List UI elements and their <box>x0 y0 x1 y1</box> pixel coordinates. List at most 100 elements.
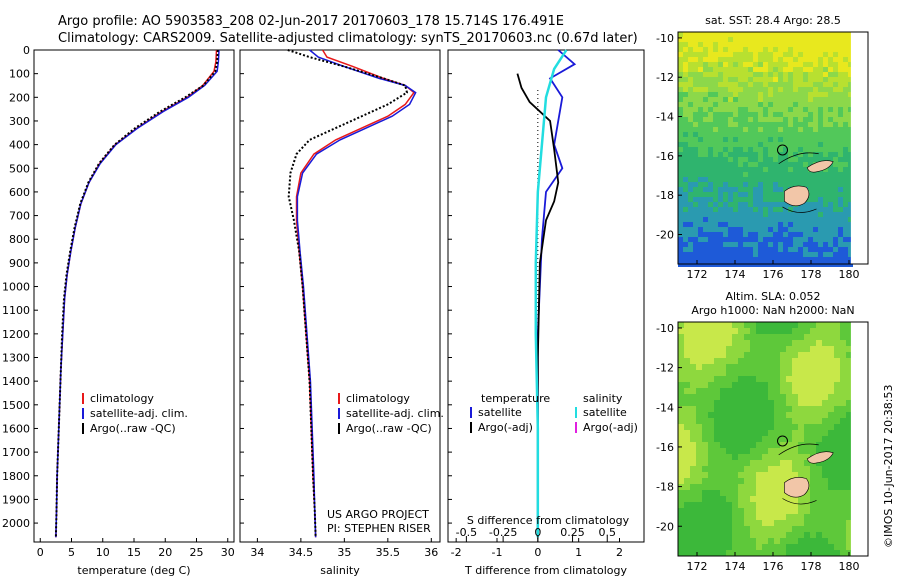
map-cell <box>728 222 733 227</box>
map-cell <box>718 197 723 202</box>
map-cell <box>804 376 810 382</box>
map-cell <box>738 247 743 252</box>
map-cell <box>816 508 822 514</box>
map-cell <box>750 436 756 442</box>
difference-panel: -2 -1 0 1 2-0.5 -0.25 0 0.25 0.5S difference fro… <box>447 49 645 577</box>
map-cell <box>768 107 773 112</box>
map-cell <box>748 72 753 77</box>
map-cell <box>813 257 818 262</box>
map-cell <box>763 62 768 67</box>
map-cell <box>743 247 748 252</box>
map-cell <box>793 67 798 72</box>
map-cell <box>828 137 833 142</box>
map-cell <box>703 122 708 127</box>
map-cell <box>702 418 708 424</box>
map-cell <box>822 376 828 382</box>
map-cell <box>828 207 833 212</box>
map-cell <box>702 532 708 538</box>
map-cell <box>683 37 688 42</box>
map-cell <box>723 182 728 187</box>
map-cell <box>828 127 833 132</box>
map-cell <box>718 132 723 137</box>
map-cell <box>743 237 748 242</box>
map-cell <box>738 466 744 472</box>
map-cell <box>822 550 828 556</box>
map-cell <box>768 490 774 496</box>
y-tick-label: 1300 <box>2 352 30 365</box>
map-cell <box>813 142 818 147</box>
map-cell <box>822 334 828 340</box>
map-cell <box>720 436 726 442</box>
map-cell <box>768 37 773 42</box>
legend-swatch <box>82 408 84 419</box>
map-cell <box>743 112 748 117</box>
map-cell <box>683 222 688 227</box>
map-cell <box>808 47 813 52</box>
map-cell <box>793 62 798 67</box>
map-cell <box>758 197 763 202</box>
map-cell <box>698 107 703 112</box>
map-cell <box>684 550 690 556</box>
map-cell <box>723 172 728 177</box>
legend-swatch <box>338 423 340 434</box>
map-cell <box>738 472 744 478</box>
map-cell <box>788 42 793 47</box>
map-cell <box>808 107 813 112</box>
map-cell <box>816 406 822 412</box>
map-cell <box>786 364 792 370</box>
map-cell <box>713 157 718 162</box>
temperature-panel: 0 5 10 15 20 25 300100200300400500600700800900… <box>2 44 235 577</box>
map-cell <box>690 436 696 442</box>
map-cell <box>833 252 838 257</box>
map-cell <box>768 197 773 202</box>
map-cell <box>748 127 753 132</box>
map-cell <box>683 212 688 217</box>
map-cell <box>684 334 690 340</box>
map-cell <box>733 227 738 232</box>
map-cell <box>698 202 703 207</box>
map-cell <box>744 514 750 520</box>
map-cell <box>828 112 833 117</box>
map-cell <box>792 532 798 538</box>
map-cell <box>720 502 726 508</box>
map-cell <box>758 132 763 137</box>
map-cell <box>748 182 753 187</box>
map-cell <box>762 340 768 346</box>
map-cell <box>678 172 683 177</box>
map-cell <box>702 454 708 460</box>
map-cell <box>678 157 683 162</box>
map-cell <box>833 132 838 137</box>
map-cell <box>763 142 768 147</box>
map-cell <box>758 142 763 147</box>
map-cell <box>683 102 688 107</box>
map-cell <box>804 514 810 520</box>
map-cell <box>753 192 758 197</box>
map-cell <box>828 322 834 328</box>
map-cell <box>708 147 713 152</box>
map-cell <box>780 478 786 484</box>
map-cell <box>703 237 708 242</box>
map-cell <box>833 202 838 207</box>
map-cell <box>758 232 763 237</box>
map-cell <box>738 520 744 526</box>
map-cell <box>774 322 780 328</box>
map-cell <box>708 92 713 97</box>
map-cell <box>703 187 708 192</box>
map-cell <box>683 207 688 212</box>
map-cell <box>723 142 728 147</box>
map-cell <box>738 364 744 370</box>
map-cell <box>798 57 803 62</box>
map-cell <box>763 112 768 117</box>
top-axis-label: S difference from climatology <box>467 514 630 527</box>
map-cell <box>690 364 696 370</box>
map-cell <box>762 502 768 508</box>
map-cell <box>810 340 816 346</box>
map-cell <box>743 192 748 197</box>
map-cell <box>823 62 828 67</box>
map-cell <box>833 182 838 187</box>
map-cell <box>748 232 753 237</box>
map-cell <box>828 358 834 364</box>
map-cell <box>798 232 803 237</box>
map-cell <box>728 72 733 77</box>
map-cell <box>688 172 693 177</box>
